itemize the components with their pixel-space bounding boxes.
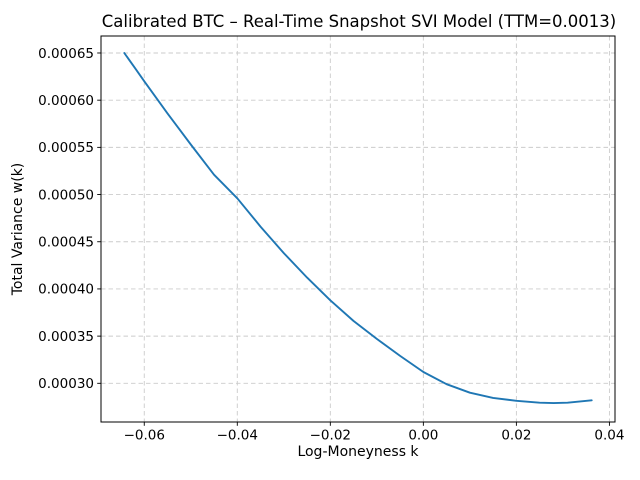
tick-marks (97, 52, 610, 426)
svi-curve-line (123, 52, 593, 405)
x-tick-label: 0.04 (594, 428, 624, 444)
tick-labels: −0.06 −0.04 −0.02 0.00 0.02 0.04 0.00030 0.0003… (38, 46, 624, 444)
y-tick-label: 0.00060 (38, 93, 94, 109)
x-tick-label: 0.02 (501, 428, 531, 444)
x-tick-label: −0.02 (310, 428, 351, 444)
plot-border (100, 35, 616, 423)
chart-title: Calibrated BTC – Real-Time Snapshot SVI … (101, 12, 617, 31)
x-tick-label: 0.00 (408, 428, 438, 444)
y-tick-label: 0.00035 (38, 329, 94, 345)
x-axis-label: Log-Moneyness k (297, 444, 419, 460)
y-tick-label: 0.00050 (38, 187, 94, 203)
x-tick-label: −0.04 (217, 428, 258, 444)
y-tick-label: 0.00030 (38, 376, 94, 392)
y-tick-label: 0.00045 (38, 235, 94, 251)
grid-lines (101, 36, 615, 422)
y-tick-label: 0.00065 (38, 46, 94, 62)
x-tick-label: −0.06 (124, 428, 165, 444)
y-tick-label: 0.00040 (38, 282, 94, 298)
y-tick-label: 0.00055 (38, 140, 94, 156)
